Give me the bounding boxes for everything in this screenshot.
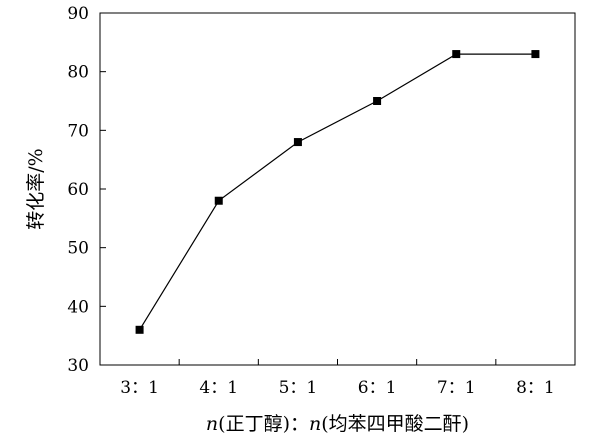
series-line-path <box>139 53 536 331</box>
y-tick-label: 60 <box>67 180 89 200</box>
x-tick-label: 4：1 <box>199 378 238 398</box>
y-tick-label: 70 <box>67 121 89 141</box>
y-tick-label: 90 <box>67 4 89 24</box>
x-axis-label-part1: (正丁醇)： <box>218 413 309 435</box>
y-tick-label: 50 <box>67 239 89 259</box>
axes <box>99 12 576 366</box>
x-axis-label-n1: n <box>206 413 218 435</box>
y-axis-ticks: 30 40 50 60 70 80 90 <box>67 4 106 376</box>
y-tick-label: 40 <box>67 297 89 317</box>
data-point-marker <box>293 138 302 147</box>
series-markers <box>135 50 540 334</box>
y-axis-label: 转化率/% <box>25 148 47 229</box>
data-point-marker <box>214 196 223 205</box>
x-tick-label: 5：1 <box>279 378 318 398</box>
x-tick-label: 6：1 <box>358 378 397 398</box>
data-point-marker <box>531 50 540 59</box>
plot-frame <box>99 12 576 366</box>
x-axis-ticks: 3：1 4：1 5：1 6：1 7：1 8：1 <box>120 359 555 398</box>
y-tick-label: 30 <box>67 356 89 376</box>
x-tick-label: 8：1 <box>516 378 555 398</box>
data-point-marker <box>373 97 382 105</box>
data-point-marker <box>452 50 461 59</box>
x-axis-label-part2: (均苯四甲酸二酐) <box>321 413 469 435</box>
y-tick-label: 80 <box>67 63 89 83</box>
data-point-marker <box>135 325 144 334</box>
series-line <box>139 53 536 331</box>
x-tick-label: 7：1 <box>437 378 476 398</box>
x-axis-label: n(正丁醇)：n(均苯四甲酸二酐) <box>206 413 469 435</box>
x-axis-label-n2: n <box>309 413 321 435</box>
x-tick-label: 3：1 <box>120 378 159 398</box>
